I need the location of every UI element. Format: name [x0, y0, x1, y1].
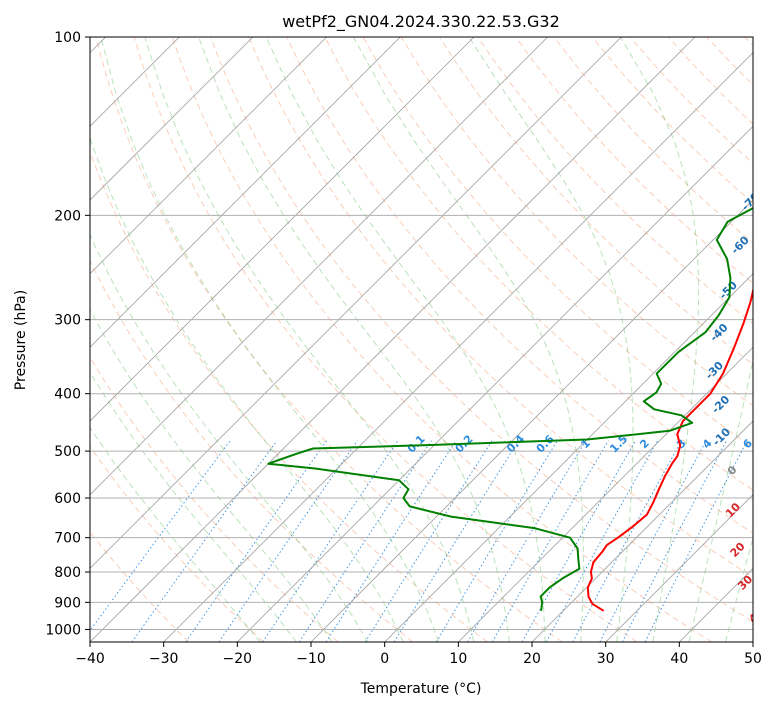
isotherm-line	[164, 37, 769, 642]
y-axis-title: Pressure (hPa)	[13, 290, 29, 390]
x-tick-label: −30	[149, 651, 179, 667]
y-tick-label: 900	[54, 595, 81, 611]
pressure-gridlines	[90, 37, 753, 629]
y-tick-label: 700	[54, 531, 81, 547]
moist-adiabat-label: 10	[723, 500, 743, 520]
x-tick-label: 50	[744, 651, 762, 667]
x-tick-label: −10	[296, 651, 326, 667]
moist-adiabat-label: 20	[728, 540, 748, 560]
dry-adiabat-line	[134, 37, 637, 642]
isotherm-line	[16, 37, 621, 642]
x-tick-label: 10	[449, 651, 467, 667]
dry-adiabat-label: -60	[729, 233, 752, 256]
mixing-ratio-line	[622, 441, 726, 642]
moist-adiabat-line	[469, 37, 633, 642]
mixing-ratio-line	[394, 441, 519, 642]
isotherm-line	[0, 37, 253, 642]
dry-adiabat-label: -20	[709, 393, 732, 416]
isotherm-line	[753, 37, 775, 642]
dry-adiabat-line	[0, 37, 338, 642]
background-lines	[0, 37, 775, 642]
mixing-ratio-line	[492, 441, 608, 642]
y-tick-label: 500	[54, 444, 81, 460]
dry-adiabat-line	[58, 37, 488, 642]
mixing-ratio-line	[132, 441, 277, 642]
chart-title: wetPf2_GN04.2024.330.22.53.G32	[282, 12, 560, 32]
isotherm-line	[0, 37, 327, 642]
isotherm-line	[0, 37, 400, 642]
y-tick-label: 100	[54, 30, 81, 46]
dry-adiabat-line	[592, 37, 775, 642]
moist-adiabat-line	[64, 37, 403, 642]
axis-ticks: −40 −30 −20 −10 0 10 20 30 40 50 100 200 300 400 500 60…	[45, 30, 762, 667]
isotherm-line	[90, 37, 695, 642]
dry-adiabat-label: -80	[754, 149, 775, 172]
x-tick-label: 30	[597, 651, 615, 667]
mixing-ratio-label: 0.6	[534, 432, 557, 455]
mixing-ratio-label: 8	[770, 437, 775, 452]
y-tick-label: 200	[54, 208, 81, 224]
mixing-ratio-line	[600, 441, 706, 642]
x-tick-label: −40	[75, 651, 105, 667]
moist-adiabat-label: 40	[746, 606, 766, 626]
mixing-ratio-label: 0.1	[405, 432, 428, 455]
moist-adiabat-line	[32, 37, 367, 642]
mixing-ratio-label: 2	[637, 437, 652, 452]
mixing-ratio-line	[365, 441, 492, 642]
x-tick-label: 20	[523, 651, 541, 667]
dry-adiabat-line	[20, 37, 413, 642]
dry-adiabat-line	[668, 37, 775, 642]
y-tick-label: 400	[54, 387, 81, 403]
moist-adiabat-line	[0, 37, 260, 642]
isotherm-line	[311, 37, 775, 642]
x-tick-label: 40	[670, 651, 688, 667]
dewpoint-line	[268, 37, 775, 611]
mixing-ratio-line	[82, 441, 231, 642]
moist-adiabat-line	[4, 37, 332, 642]
x-axis-title: Temperature (°C)	[360, 681, 482, 697]
adiabat-labels: -100-90-80-70-60-50-40-30-20-100.10.20.4…	[405, 51, 775, 626]
y-tick-label: 300	[54, 313, 81, 329]
dry-adiabat-line	[0, 37, 264, 642]
y-tick-label: 800	[54, 565, 81, 581]
isotherm-line	[0, 37, 548, 642]
series-lines	[268, 37, 775, 611]
mixing-ratio-label: 0.4	[504, 432, 527, 455]
moist-adiabat-line	[101, 37, 439, 642]
y-tick-label: 600	[54, 491, 81, 507]
temperature-line	[588, 37, 775, 611]
isotherm-line	[0, 37, 474, 642]
y-tick-label: 1000	[45, 622, 81, 638]
dry-adiabat-label: -30	[703, 359, 726, 382]
x-tick-label: 0	[380, 651, 389, 667]
mixing-ratio-line	[186, 441, 327, 642]
x-tick-label: −20	[223, 651, 253, 667]
